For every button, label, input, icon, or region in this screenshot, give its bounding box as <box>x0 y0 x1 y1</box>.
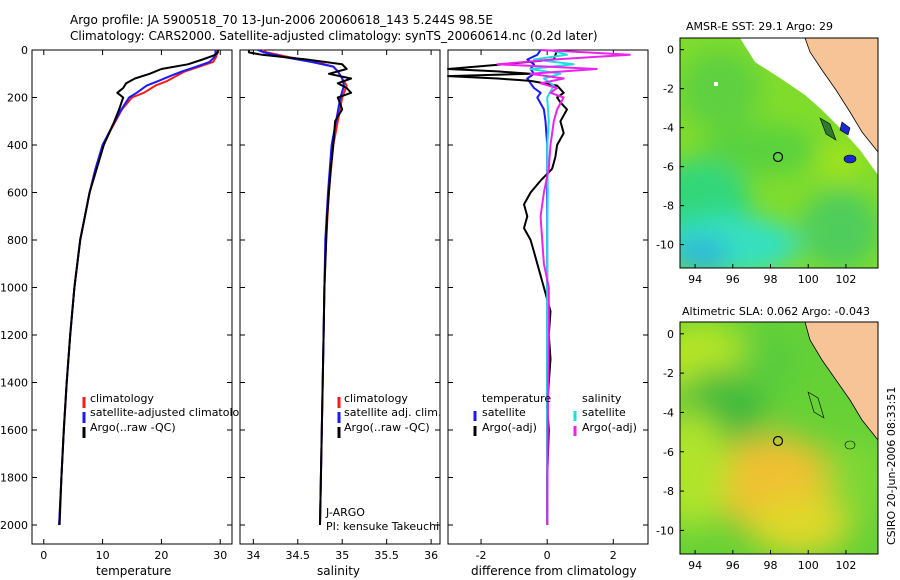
temperature-xlabel: temperature <box>96 564 171 578</box>
y-tick-label: 600 <box>7 187 28 200</box>
legend-argo-raw: Argo(..raw -QC) <box>90 421 176 434</box>
sla-map-title: Altimetric SLA: 0.062 Argo: -0.043 <box>682 305 870 318</box>
side-timestamp-label: CSIRO 20-Jun-2006 08:33:51 <box>885 387 898 545</box>
y-tick-label: 1200 <box>0 329 28 342</box>
legend-salinity-heading: salinity <box>582 392 622 405</box>
legend-temp-satellite: satellite <box>482 406 526 419</box>
legend-climatology: climatology <box>90 392 154 405</box>
series-line-satellite <box>529 49 575 525</box>
map-x-tick-label: 98 <box>764 559 778 572</box>
y-tick-label: 800 <box>7 234 28 247</box>
argo-location-marker <box>772 435 784 447</box>
map-y-tick-label: -4 <box>663 122 674 135</box>
map-y-tick-label: -4 <box>663 406 674 419</box>
header-title-line1: Argo profile: JA 5900518_70 13-Jun-2006 … <box>70 13 493 27</box>
map-y-tick-label: 0 <box>667 328 674 341</box>
legend-satellite-adjusted: satellite-adjusted climatolog <box>90 406 246 419</box>
legend-sal-satellite: satellite <box>582 406 626 419</box>
map-x-tick-label: 100 <box>798 273 819 286</box>
argo-location-marker <box>772 151 784 163</box>
difference-panel: -2 0 2 difference from climatology tempera… <box>447 49 649 578</box>
map-x-tick-label: 102 <box>835 559 856 572</box>
map-y-tick-label: -10 <box>656 239 674 252</box>
map-x-tick-label: 102 <box>835 273 856 286</box>
sla-map-frame <box>679 321 879 555</box>
difference-legend: temperature satellite Argo(-adj) salinit… <box>473 392 637 436</box>
x-tick-label: -2 <box>476 549 487 562</box>
map-y-tick-label: 0 <box>667 44 674 57</box>
sst-map-field <box>680 38 878 268</box>
map-x-tick-label: 94 <box>688 559 702 572</box>
salinity-plot-frame <box>239 49 441 545</box>
x-tick-label: 35 <box>335 549 349 562</box>
difference-xlabel: difference from climatology <box>471 564 637 578</box>
y-tick-label: 1400 <box>0 377 28 390</box>
map-y-tick-label: -6 <box>663 446 674 459</box>
legend-temperature-heading: temperature <box>482 392 551 405</box>
y-tick-label: 1800 <box>0 472 28 485</box>
map-y-tick-label: -8 <box>663 485 674 498</box>
sst-map: AMSR-E SST: 29.1 Argo: 29 94 96 98 100 102 0 -… <box>656 20 879 286</box>
series-line-argo-raw-qc- <box>247 50 353 526</box>
map-y-tick-label: -10 <box>656 524 674 537</box>
x-tick-label: 20 <box>154 549 168 562</box>
sla-map: Altimetric SLA: 0.062 Argo: -0.043 94 96 9… <box>656 305 879 572</box>
legend-temp-argo: Argo(-adj) <box>482 421 537 434</box>
jargo-label: J-ARGO <box>325 506 365 519</box>
x-tick-label: 34 <box>246 549 260 562</box>
x-tick-label: 30 <box>213 549 227 562</box>
x-tick-label: 10 <box>96 549 110 562</box>
map-x-tick-label: 94 <box>688 273 702 286</box>
x-tick-label: 35.5 <box>374 549 399 562</box>
y-tick-label: 1600 <box>0 424 28 437</box>
depth-axis: 0 200 400 600 800 1000 1200 1400 1600 1800 2000 <box>0 44 28 532</box>
x-tick-label: 34.5 <box>286 549 311 562</box>
legend-climatology: climatology <box>344 392 408 405</box>
map-x-tick-label: 96 <box>726 559 740 572</box>
temperature-legend: climatology satellite-adjusted climatolo… <box>82 392 246 438</box>
x-tick-label: 0 <box>40 549 47 562</box>
series-line-argo-adj- <box>496 49 631 526</box>
x-tick-label: 0 <box>544 549 551 562</box>
pi-label: PI: kensuke Takeuchi <box>326 520 439 533</box>
x-tick-label: 36 <box>424 549 438 562</box>
header-title-line2: Climatology: CARS2000. Satellite-adjuste… <box>70 29 598 43</box>
y-tick-label: 2000 <box>0 519 28 532</box>
sst-map-title: AMSR-E SST: 29.1 Argo: 29 <box>686 20 833 33</box>
salinity-legend: climatology satellite adj. clim. Argo(..… <box>337 392 441 438</box>
salinity-xlabel: salinity <box>317 564 360 578</box>
y-tick-label: 1000 <box>0 282 28 295</box>
y-tick-label: 0 <box>21 44 28 57</box>
temperature-panel: 0 10 20 30 temperature climatology satellit… <box>31 49 246 578</box>
series-line-argo-raw-qc- <box>58 50 219 526</box>
salinity-panel: 34 34.5 35 35.5 36 salinity climatology sate… <box>239 49 441 578</box>
y-tick-label: 200 <box>7 92 28 105</box>
sst-map-frame <box>679 37 879 269</box>
map-x-tick-label: 98 <box>764 273 778 286</box>
legend-satellite-adj: satellite adj. clim. <box>344 406 441 419</box>
map-y-tick-label: -6 <box>663 161 674 174</box>
map-y-tick-label: -8 <box>663 200 674 213</box>
x-tick-label: 2 <box>610 549 617 562</box>
y-tick-label: 400 <box>7 139 28 152</box>
map-y-tick-label: -2 <box>663 83 674 96</box>
legend-sal-argo: Argo(-adj) <box>582 421 637 434</box>
map-x-tick-label: 96 <box>726 273 740 286</box>
legend-argo-raw: Argo(..raw -QC) <box>344 421 430 434</box>
map-y-tick-label: -2 <box>663 367 674 380</box>
map-x-tick-label: 100 <box>798 559 819 572</box>
sla-map-field <box>680 322 878 554</box>
temperature-plot-frame <box>31 49 233 545</box>
